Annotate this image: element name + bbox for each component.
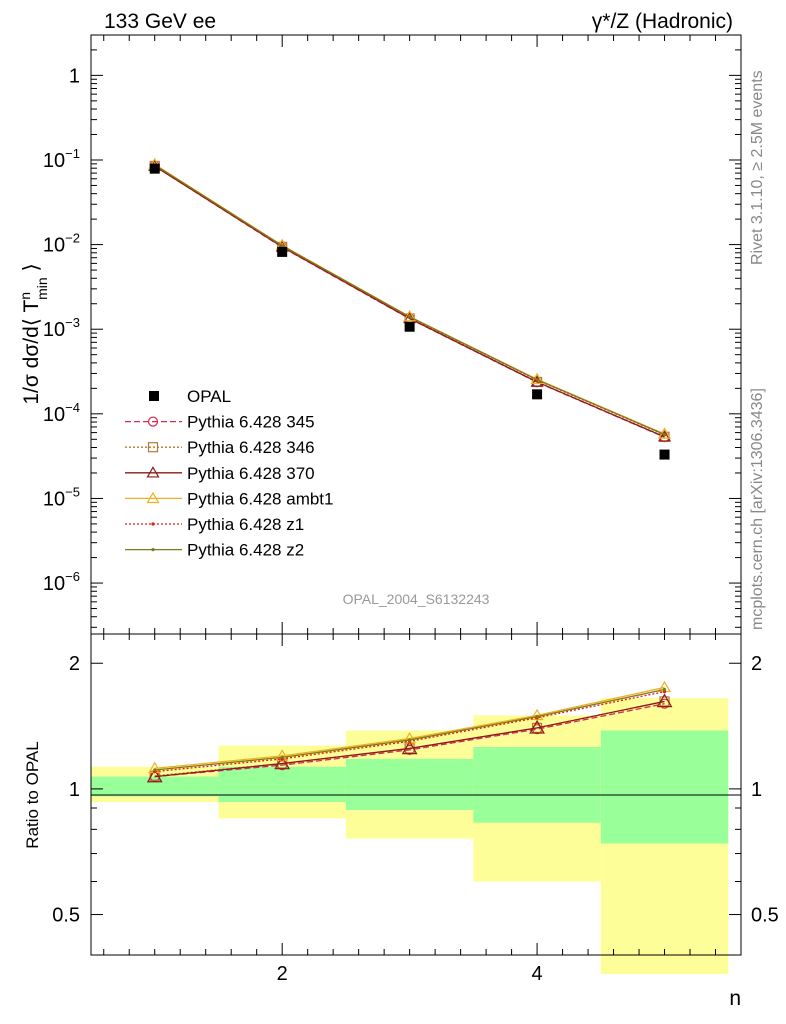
opal-data-point xyxy=(404,321,415,332)
main-line-pythia-6-428-ambt1 xyxy=(154,163,665,435)
right-title: γ*/Z (Hadronic) xyxy=(592,10,733,33)
x-axis-label: n xyxy=(729,987,741,1010)
ratio-point-pythia-6-428-370 xyxy=(274,755,291,770)
ratio-point-pythia-6-428-z2 xyxy=(153,768,157,772)
legend-label-opal: OPAL xyxy=(187,387,231,406)
ratio-y-tick-label-right: 1 xyxy=(751,779,762,801)
main-point-pythia-6-428-z2 xyxy=(535,378,539,382)
main-y-tick-label: 10−4 xyxy=(43,400,80,426)
ratio-y-tick-label-left: 0.5 xyxy=(52,905,80,927)
main-y-tick-label: 10−1 xyxy=(43,146,80,172)
main-point-pythia-6-428-370 xyxy=(657,430,672,442)
main-series-group xyxy=(148,157,672,460)
main-line-pythia-6-428-z2 xyxy=(154,164,665,436)
ratio-band-inner xyxy=(218,766,346,803)
legend-marker-pythia-6-428-ambt1 xyxy=(146,491,160,504)
main-y-tick-label: 10−2 xyxy=(43,231,80,257)
left-title: 133 GeV ee xyxy=(104,10,216,33)
main-y-tick-label: 10−3 xyxy=(43,315,80,341)
main-line-pythia-6-428-z1 xyxy=(154,164,665,436)
ratio-band-inner xyxy=(473,746,601,823)
main-plot-panel: OPAL_2004_S6132243 1 10−1 10−2 10−3 10−4 10−5… xyxy=(43,34,742,635)
ratio-y-tick-label-right: 2 xyxy=(751,653,762,675)
main-line-pythia-6-428-345 xyxy=(154,165,665,438)
main-axis-ticks: 1 10−1 10−2 10−3 10−4 10−5 10−6 xyxy=(43,34,741,634)
ratio-y-axis-label: Ratio to OPAL xyxy=(23,741,42,848)
ratio-band-inner xyxy=(91,776,219,797)
legend-label-pythia-6-428-z1: Pythia 6.428 z1 xyxy=(187,515,304,534)
main-y-tick-label: 1 xyxy=(69,65,80,87)
ratio-frame xyxy=(90,633,742,956)
ratio-point-pythia-6-428-370 xyxy=(401,740,418,755)
legend-label-pythia-6-428-z2: Pythia 6.428 z2 xyxy=(187,541,304,560)
ratio-point-pythia-6-428-370 xyxy=(656,693,673,708)
ratio-y-tick-label-left: 2 xyxy=(69,653,80,675)
main-y-axis-label: 1/σ dσ/d⟨ Tnmin ⟩ xyxy=(17,263,50,404)
legend: OPAL Pythia 6.428 345 Pythia 6.428 346 Pyth… xyxy=(125,387,333,560)
ratio-band-inner xyxy=(345,758,474,811)
ratio-line-pythia-6-428-370 xyxy=(154,700,665,778)
ratio-point-pythia-6-428-370 xyxy=(529,719,545,734)
legend-label-pythia-6-428-370: Pythia 6.428 370 xyxy=(187,464,315,483)
ratio-x-tick-label: 2 xyxy=(277,963,288,985)
ratio-point-pythia-6-428-z2 xyxy=(662,687,667,692)
ratio-y-tick-label-left: 1 xyxy=(69,779,80,801)
opal-data-point xyxy=(659,449,670,460)
ratio-point-pythia-6-428-z2 xyxy=(280,755,284,759)
legend-label-pythia-6-428-346: Pythia 6.428 346 xyxy=(187,438,315,457)
ratio-point-pythia-6-428-z2 xyxy=(535,714,539,719)
ratio-series-group xyxy=(146,680,673,783)
main-line-pythia-6-428-346 xyxy=(154,165,665,438)
ratio-band-inner xyxy=(600,730,729,844)
main-point-pythia-6-428-z2 xyxy=(662,432,667,437)
svg-text:1/σ dσ/d⟨ Tnmin ⟩: 1/σ dσ/d⟨ Tnmin ⟩ xyxy=(17,263,50,404)
ratio-axis-ticks: 0.5 0.5 1 1 2 2 2 4 xyxy=(52,634,779,985)
legend-label-pythia-6-428-ambt1: Pythia 6.428 ambt1 xyxy=(187,489,333,508)
legend-marker-pythia-6-428-z2 xyxy=(151,548,155,552)
legend-marker-pythia-6-428-370 xyxy=(146,466,160,478)
reference-label: OPAL_2004_S6132243 xyxy=(343,591,490,607)
legend-marker-pythia-6-428-346 xyxy=(147,442,159,453)
main-y-tick-label: 10−5 xyxy=(43,484,80,510)
main-line-pythia-6-428-370 xyxy=(154,165,665,438)
legend-marker-pythia-6-428-345 xyxy=(147,416,159,427)
main-y-tick-label: 10−6 xyxy=(43,569,80,595)
rivet-version-label: Rivet 3.1.10, ≥ 2.5M events xyxy=(749,70,766,265)
opal-data-point xyxy=(277,246,288,257)
legend-label-pythia-6-428-345: Pythia 6.428 345 xyxy=(187,413,315,432)
ratio-point-pythia-6-428-ambt1 xyxy=(530,708,544,721)
opal-data-point xyxy=(149,163,160,174)
ratio-point-pythia-6-428-z2 xyxy=(408,738,412,742)
ratio-line-pythia-6-428-345 xyxy=(154,703,665,778)
legend-marker-pythia-6-428-z1 xyxy=(151,522,155,526)
main-point-pythia-6-428-z2 xyxy=(280,244,284,248)
legend-marker-opal xyxy=(149,391,159,401)
ratio-y-tick-label-right: 0.5 xyxy=(751,905,779,927)
ratio-plot-panel: 0.5 0.5 1 1 2 2 2 4 xyxy=(52,633,779,985)
opal-data-point xyxy=(532,389,543,400)
ratio-point-pythia-6-428-370 xyxy=(146,768,163,783)
ratio-x-tick-label: 4 xyxy=(532,963,543,985)
mcplots-label: mcplots.cern.ch [arXiv:1306.3436] xyxy=(749,388,766,630)
main-point-pythia-6-428-z2 xyxy=(408,315,412,319)
